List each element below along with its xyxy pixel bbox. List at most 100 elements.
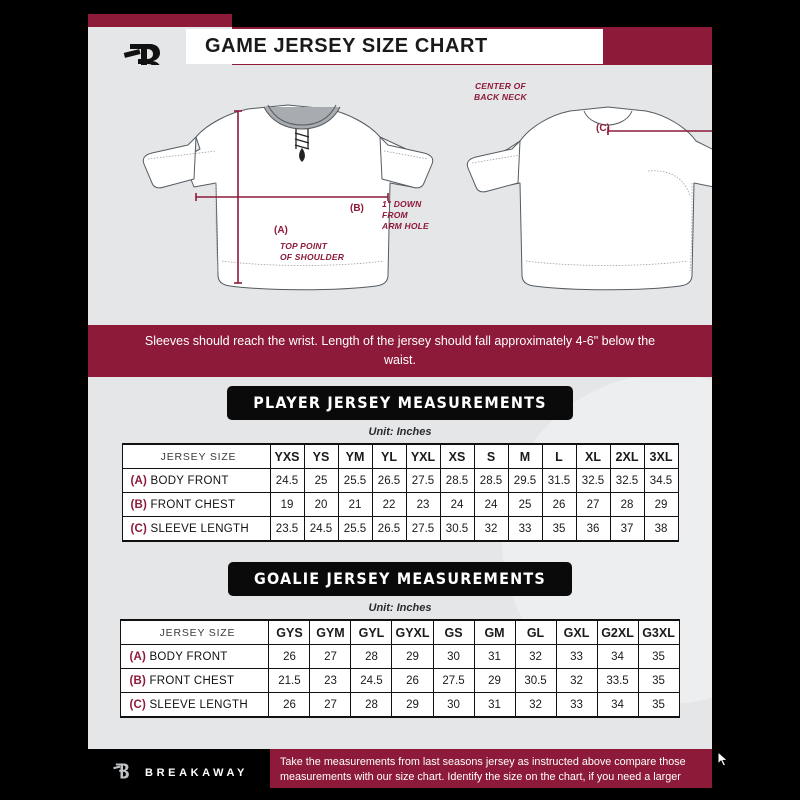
measurement-value: 26: [391, 668, 434, 693]
measurement-value: 38: [643, 516, 679, 542]
measurement-value: 28: [350, 692, 393, 718]
measurement-value: 30.5: [514, 668, 557, 693]
measurement-value: 32: [514, 644, 557, 669]
measurement-value: 32: [514, 692, 557, 718]
front-label-a: (A): [274, 225, 288, 236]
measurement-value: 34.5: [643, 468, 679, 493]
player-jersey-section: PLAYER JERSEY MEASUREMENTS Unit: Inches …: [88, 386, 712, 542]
measurement-value: 26: [268, 692, 311, 718]
measurement-value: 25.5: [337, 468, 373, 493]
measurement-value: 24: [473, 492, 509, 517]
measurement-value: 34: [596, 692, 639, 718]
size-column-YXS: YXS: [269, 443, 305, 469]
back-jersey-illustration: [466, 106, 712, 291]
mouse-cursor: [717, 750, 730, 773]
measurement-value: 25: [507, 492, 543, 517]
back-label-c-description: CENTER OF BACK NECK: [474, 81, 527, 102]
size-column-GXL: GXL: [555, 619, 598, 645]
measurement-value: 28.5: [473, 468, 509, 493]
measurement-value: 32: [555, 668, 598, 693]
measurement-value: 29: [643, 492, 679, 517]
measurement-value: 21.5: [268, 668, 311, 693]
size-label-header: JERSEY SIZE: [120, 619, 270, 645]
measurement-value: 25.5: [337, 516, 373, 542]
breakaway-b-monogram-icon: [110, 756, 136, 789]
size-column-G3XL: G3XL: [637, 619, 680, 645]
size-column-XL: XL: [575, 443, 611, 469]
size-column-GYM: GYM: [309, 619, 352, 645]
measurement-value: 23: [309, 668, 352, 693]
size-column-GS: GS: [432, 619, 475, 645]
footer-brand-block: BREAKAWAY: [88, 749, 270, 788]
measurement-value: 33: [507, 516, 543, 542]
size-column-YXL: YXL: [405, 443, 441, 469]
measurement-value: 27.5: [432, 668, 475, 693]
measurement-value: 35: [637, 668, 680, 693]
measurement-value: 31: [473, 692, 516, 718]
header-band: GAME JERSEY SIZE CHART: [88, 27, 712, 65]
measurement-value: 28: [609, 492, 645, 517]
size-column-G2XL: G2XL: [596, 619, 639, 645]
measurement-value: 35: [541, 516, 577, 542]
size-column-YL: YL: [371, 443, 407, 469]
measurement-label: (C) SLEEVE LENGTH: [120, 692, 270, 718]
size-label-header: JERSEY SIZE: [121, 443, 271, 469]
header-top-maroon-bar: [88, 14, 232, 27]
measurement-value: 34: [596, 644, 639, 669]
header-title-box: GAME JERSEY SIZE CHART: [186, 29, 603, 64]
measurement-value: 29.5: [507, 468, 543, 493]
measurement-value: 19: [269, 492, 305, 517]
back-label-c: (C): [596, 123, 610, 134]
measurement-label: (B) FRONT CHEST: [120, 668, 270, 693]
front-label-b: (B): [350, 203, 364, 214]
back-measure-line: [607, 127, 712, 135]
measurement-value: 32.5: [609, 468, 645, 493]
measurement-value: 29: [391, 692, 434, 718]
sleeve-length-note: Sleeves should reach the wrist. Length o…: [88, 325, 712, 377]
measurement-value: 37: [609, 516, 645, 542]
size-column-GYL: GYL: [350, 619, 393, 645]
table-row: (C) SLEEVE LENGTH 23.5 24.5 25.5 26.5 27.5 30.…: [121, 516, 679, 542]
measurement-value: 22: [371, 492, 407, 517]
measurement-value: 27.5: [405, 516, 441, 542]
table-header-row: JERSEY SIZE GYS GYM GYL GYXL GS GM GL GXL G2XL G3X…: [120, 619, 680, 645]
measurement-value: 31: [473, 644, 516, 669]
size-column-2XL: 2XL: [609, 443, 645, 469]
size-column-GYXL: GYXL: [391, 619, 434, 645]
measurement-value: 33.5: [596, 668, 639, 693]
size-column-GYS: GYS: [268, 619, 311, 645]
measurement-value: 24.5: [303, 516, 339, 542]
table-row: (A) BODY FRONT 24.5 25 25.5 26.5 27.5 28.5 28.5…: [121, 468, 679, 493]
footer-brand-name: BREAKAWAY: [145, 767, 248, 779]
measurement-value: 27.5: [405, 468, 441, 493]
front-measure-lines: [195, 110, 389, 284]
player-unit-label: Unit: Inches: [368, 426, 432, 438]
front-label-a-description: TOP POINT OF SHOULDER: [280, 241, 345, 262]
measurement-value: 26.5: [371, 468, 407, 493]
size-column-S: S: [473, 443, 509, 469]
measurement-value: 29: [391, 644, 434, 669]
measurement-value: 23: [405, 492, 441, 517]
size-column-YM: YM: [337, 443, 373, 469]
player-measurements-table: JERSEY SIZE YXS YS YM YL YXL XS S M L XL 2XL 3XL (A) …: [121, 443, 679, 542]
size-column-GM: GM: [473, 619, 516, 645]
goalie-measurements-table: JERSEY SIZE GYS GYM GYL GYXL GS GM GL GXL G2XL G3X…: [120, 619, 680, 718]
measurement-value: 26: [268, 644, 311, 669]
measurement-label: (C) SLEEVE LENGTH: [121, 516, 271, 542]
measurement-value: 27: [309, 692, 352, 718]
measurement-value: 29: [473, 668, 516, 693]
jersey-diagram: (A) TOP POINT OF SHOULDER (B) 1" DOWN FR…: [88, 65, 712, 325]
measurement-value: 33: [555, 692, 598, 718]
measurement-value: 35: [637, 692, 680, 718]
measurement-value: 25: [303, 468, 339, 493]
size-column-L: L: [541, 443, 577, 469]
measurement-value: 30.5: [439, 516, 475, 542]
page-title: GAME JERSEY SIZE CHART: [205, 35, 488, 57]
measurement-label: (B) FRONT CHEST: [121, 492, 271, 517]
measurement-value: 32.5: [575, 468, 611, 493]
measurement-value: 30: [432, 692, 475, 718]
size-column-GL: GL: [514, 619, 557, 645]
measurement-value: 33: [555, 644, 598, 669]
table-row: (A) BODY FRONT 26 27 28 29 30 31 32 33 34 35: [120, 644, 680, 669]
measurement-value: 24.5: [350, 668, 393, 693]
